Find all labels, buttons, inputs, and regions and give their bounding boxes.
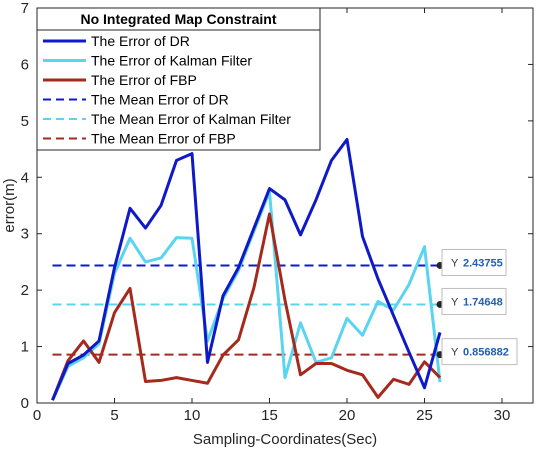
y-axis-label: error(m) [1,178,18,232]
legend-label: The Error of FBP [91,72,197,88]
y-tick-label: 5 [21,113,29,130]
legend-title: No Integrated Map Constraint [80,11,276,27]
series-0 [51,137,442,401]
y-tick-label: 2 [21,282,29,299]
datatip-value: 1.74648 [463,296,503,308]
legend[interactable]: No Integrated Map Constraint The Error of… [36,7,321,151]
datatip-label: Y [451,347,459,359]
datatip-label: Y [451,296,459,308]
datatip-box [441,248,507,276]
y-tick-label: 7 [21,0,29,17]
y-tick-label: 6 [21,56,29,73]
datatip-box [441,287,507,315]
legend-label: The Error of DR [91,33,190,49]
legend-entry[interactable]: The Mean Error of FBP [43,131,236,147]
series-line [51,212,442,401]
legend-label: The Mean Error of DR [91,92,229,108]
x-tick-label: 5 [110,407,118,424]
series-2 [51,212,442,401]
datatip[interactable]: Y 2.43755 [436,248,507,276]
datatip-box [441,338,518,366]
datatip[interactable]: Y 1.74648 [436,287,507,315]
x-tick-label: 25 [416,407,433,424]
x-tick-label: 15 [261,407,278,424]
datatip-value: 0.856882 [463,347,509,359]
x-tick-label: 30 [494,407,511,424]
datatips: Y 2.43755 Y 1.74648 Y 0.856882 [436,248,518,366]
legend-entry[interactable]: The Error of DR [43,33,190,49]
y-tick-label: 3 [21,226,29,243]
datatip[interactable]: Y 0.856882 [436,338,518,366]
series-line [51,189,442,401]
x-tick-label: 0 [33,407,41,424]
legend-label: The Mean Error of Kalman Filter [91,111,291,127]
legend-label: The Mean Error of FBP [91,131,236,147]
y-tick-label: 1 [21,339,29,356]
plot-area [51,137,442,401]
series-1 [51,189,442,401]
legend-entry[interactable]: The Mean Error of Kalman Filter [43,111,291,127]
datatip-value: 2.43755 [463,257,503,269]
x-tick-label: 20 [339,407,356,424]
datatip-label: Y [451,257,459,269]
y-tick-label: 0 [21,395,29,412]
x-tick-label: 10 [184,407,201,424]
y-tick-label: 4 [21,169,29,186]
axes: 0 5 10 15 20 25 30 0 1 2 3 4 5 6 7 Sampling-Coordinates… [1,0,534,448]
series-line [51,137,442,401]
legend-entry[interactable]: The Mean Error of DR [43,92,229,108]
legend-entry[interactable]: The Error of FBP [43,72,197,88]
legend-entry[interactable]: The Error of Kalman Filter [43,53,252,69]
legend-label: The Error of Kalman Filter [91,53,252,69]
x-axis-label: Sampling-Coordinates(Sec) [193,431,377,448]
